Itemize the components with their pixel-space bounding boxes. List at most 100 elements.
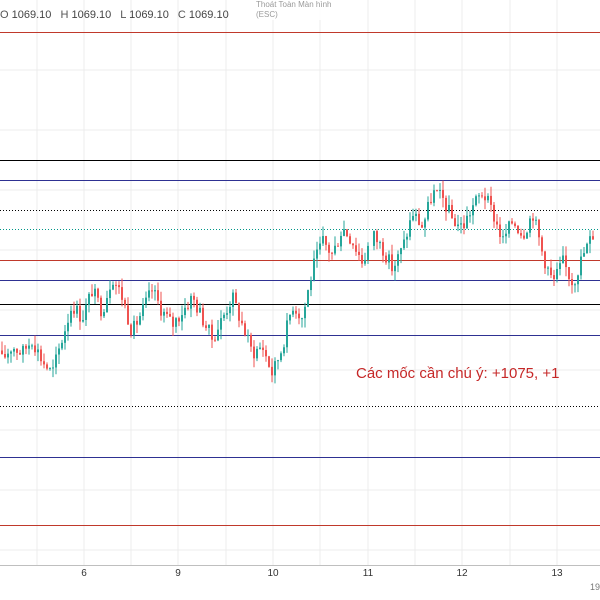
- candle-body: [454, 218, 456, 227]
- candle-body: [187, 307, 189, 309]
- candle-body: [355, 245, 357, 252]
- candle-body: [292, 310, 294, 315]
- candle-body: [109, 289, 111, 299]
- candle-body: [373, 231, 375, 246]
- candle-body: [328, 244, 330, 253]
- candle-body: [52, 367, 54, 369]
- candle-body: [40, 349, 42, 362]
- candle-body: [25, 345, 27, 349]
- candle-body: [400, 248, 402, 255]
- candle-body: [391, 254, 393, 272]
- candle-body: [106, 298, 108, 313]
- candle-body: [247, 334, 249, 336]
- candle-body: [586, 243, 588, 254]
- ohlc-readout: O 1069.10 H 1069.10 L 1069.10 C 1069.10: [0, 9, 235, 21]
- annotation-text[interactable]: Các mốc cần chú ý: +1075, +1: [356, 365, 560, 382]
- candle-body: [268, 356, 270, 367]
- tooltip-line-2: (ESC): [256, 10, 278, 19]
- candle-body: [559, 263, 561, 269]
- candle-body: [79, 305, 81, 322]
- candle-body: [136, 320, 138, 325]
- candle-body: [298, 313, 300, 319]
- candle-body: [547, 267, 549, 269]
- candle-body: [481, 195, 483, 197]
- candle-body: [556, 268, 558, 280]
- candle-body: [154, 290, 156, 292]
- candle-body: [238, 303, 240, 321]
- candle-body: [526, 232, 528, 239]
- candle-body: [229, 306, 231, 314]
- open-key: O: [0, 9, 9, 21]
- candle-body: [295, 310, 297, 314]
- candle-body: [283, 347, 285, 354]
- exit-fullscreen-tooltip[interactable]: Thoát Toàn Màn hình (ESC): [256, 0, 332, 20]
- candle-body: [343, 229, 345, 236]
- candle-body: [217, 329, 219, 341]
- candle-body: [409, 220, 411, 237]
- candle-body: [262, 347, 264, 351]
- x-tick-label: 9: [175, 568, 181, 579]
- candle-body: [271, 366, 273, 376]
- candle-body: [472, 205, 474, 216]
- candle-body: [127, 305, 129, 325]
- candle-body: [394, 265, 396, 272]
- candle-body: [577, 275, 579, 285]
- candle-body: [61, 342, 63, 349]
- tooltip-line-1: Thoát Toàn Màn hình: [256, 0, 332, 9]
- candle-body: [244, 323, 246, 336]
- candle-body: [145, 297, 147, 305]
- candle-body: [133, 320, 135, 336]
- candle-body: [208, 324, 210, 328]
- candle-body: [256, 348, 258, 359]
- candle-body: [337, 245, 339, 247]
- candle-body: [583, 253, 585, 257]
- close-key: C: [177, 9, 186, 21]
- candle-body: [10, 351, 12, 354]
- candle-body: [103, 312, 105, 317]
- candle-body: [250, 334, 252, 347]
- candle-body: [349, 236, 351, 244]
- candle-body: [541, 237, 543, 252]
- candle-body: [424, 219, 426, 228]
- candle-body: [67, 322, 69, 332]
- candle-body: [175, 318, 177, 327]
- candle-body: [436, 190, 438, 192]
- candle-body: [544, 251, 546, 269]
- candle-body: [157, 290, 159, 301]
- candle-body: [322, 236, 324, 244]
- candle-body: [379, 242, 381, 244]
- candle-body: [430, 201, 432, 203]
- candle-body: [214, 339, 216, 341]
- candle-body: [253, 346, 255, 359]
- candle-body: [7, 353, 9, 358]
- candle-body: [439, 189, 441, 191]
- candle-body: [571, 279, 573, 286]
- candle-body: [445, 197, 447, 212]
- candle-body: [259, 347, 261, 349]
- candle-body: [418, 213, 420, 225]
- candle-body: [421, 224, 423, 228]
- candle-body: [91, 293, 93, 297]
- candle-body: [1, 350, 3, 355]
- candle-body: [382, 242, 384, 256]
- candle-body: [496, 221, 498, 225]
- candle-body: [220, 318, 222, 330]
- candle-body: [565, 255, 567, 268]
- candle-body: [316, 249, 318, 259]
- x-tick-label: 11: [362, 568, 374, 579]
- candle-body: [529, 218, 531, 233]
- candle-body: [286, 320, 288, 348]
- candle-body: [265, 350, 267, 357]
- candle-body: [76, 305, 78, 314]
- candle-body: [487, 195, 489, 201]
- candle-body: [178, 318, 180, 322]
- candle-body: [100, 297, 102, 317]
- candle-body: [82, 319, 84, 322]
- candle-body: [232, 292, 234, 307]
- candle-body: [163, 311, 165, 316]
- candle-body: [532, 218, 534, 221]
- candle-body: [388, 254, 390, 263]
- candle-body: [412, 215, 414, 221]
- candle-body: [280, 353, 282, 361]
